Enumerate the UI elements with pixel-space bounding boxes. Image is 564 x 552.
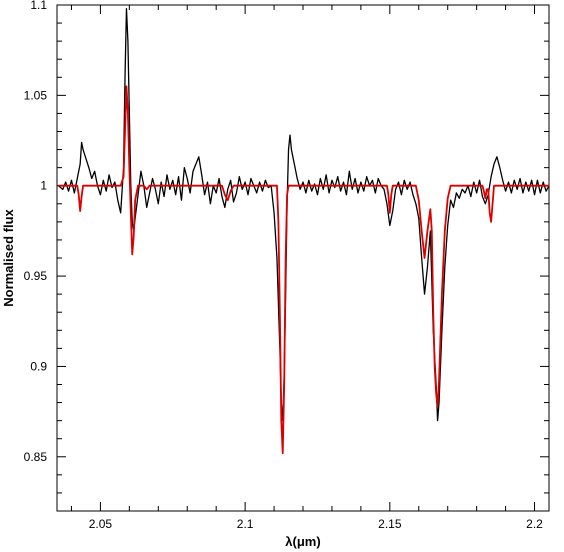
series-line-2 (58, 85, 549, 455)
y-tick-label: 0.9 (30, 359, 47, 373)
x-tick-label: 2.2 (526, 517, 543, 531)
x-axis-title: λ(μm) (285, 534, 320, 549)
y-tick-label: 1.05 (24, 88, 48, 102)
x-tick-labels: 2.05 2.1 2.15 2.2 (89, 517, 543, 531)
x-tick-label: 2.15 (378, 517, 402, 531)
y-tick-label: 1.1 (30, 0, 47, 12)
y-tick-label: 0.85 (24, 450, 48, 464)
plot-frame (56, 4, 550, 512)
x-tick-label: 2.1 (237, 517, 254, 531)
y-tick-label: 1 (40, 179, 47, 193)
y-tick-label: 0.95 (24, 269, 48, 283)
axis-ticks (57, 4, 549, 511)
y-axis-title: Normalised flux (1, 208, 16, 306)
series-lines (58, 7, 550, 455)
y-tick-labels: 0.85 0.9 0.95 1 1.05 1.1 (24, 0, 48, 464)
series-line-1 (58, 7, 550, 422)
x-tick-label: 2.05 (89, 517, 113, 531)
